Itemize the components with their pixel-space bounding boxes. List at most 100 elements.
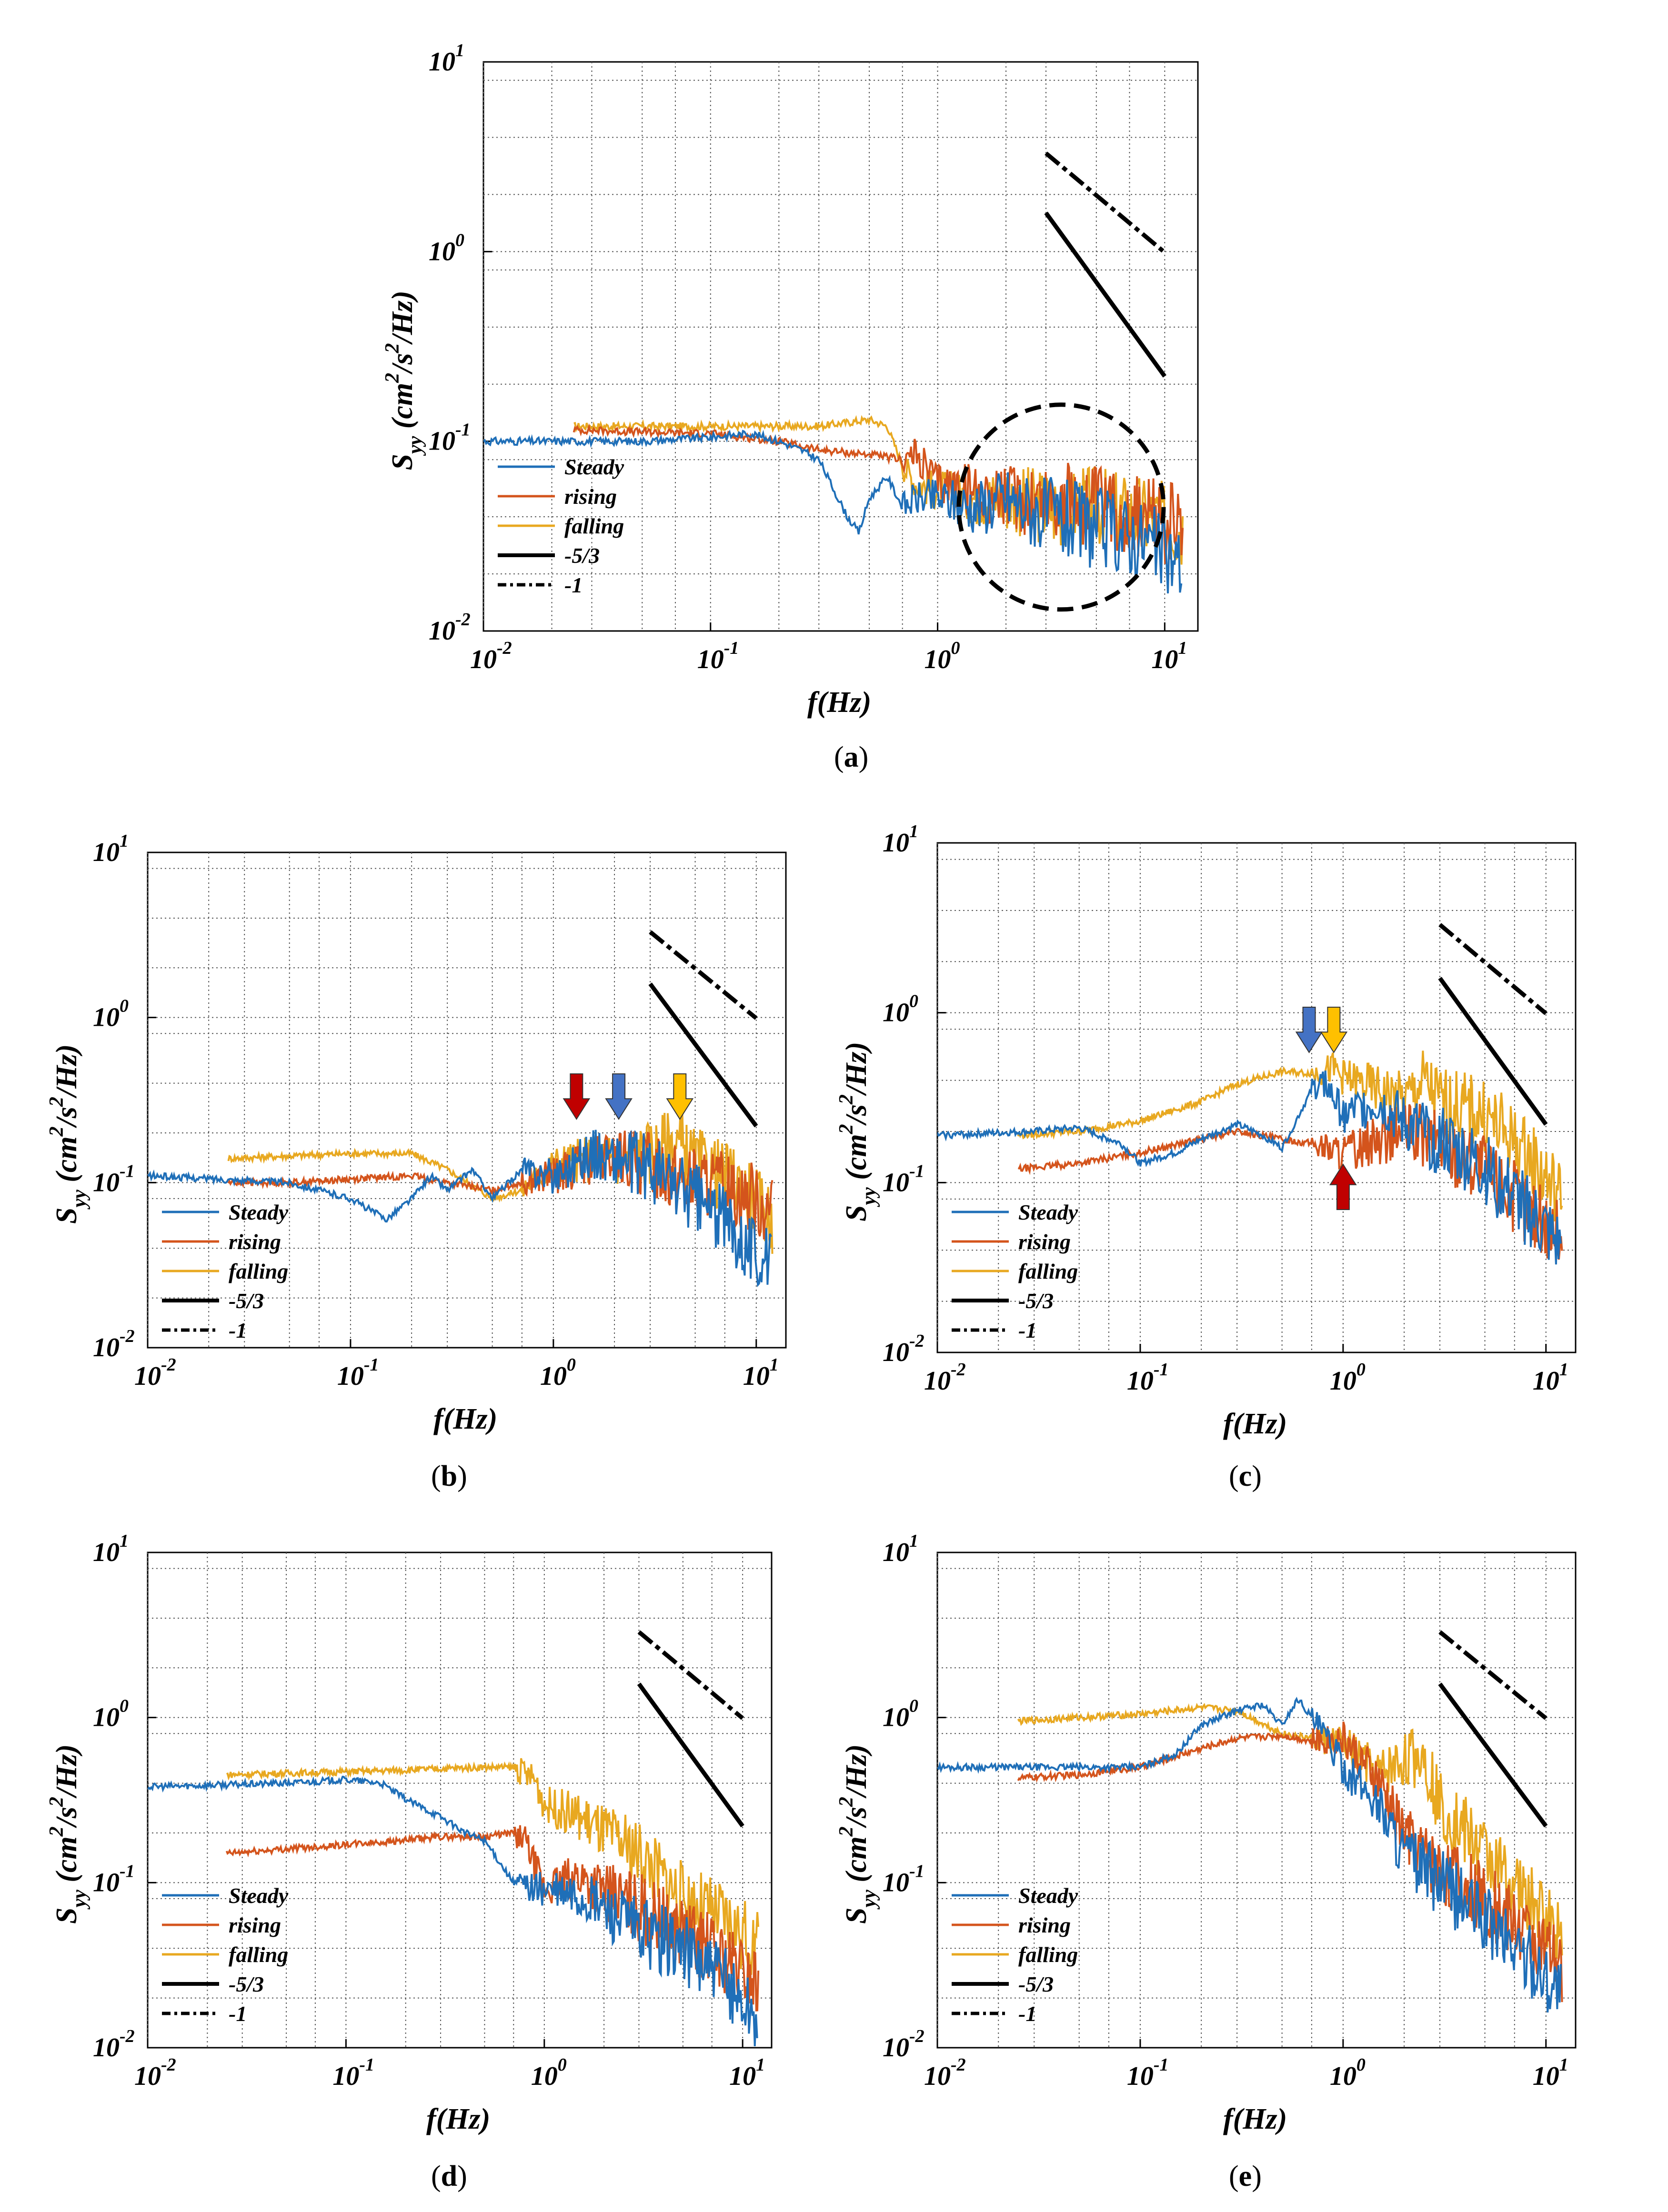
y-axis-label: Syy (cm2/s2/Hz) <box>382 290 426 470</box>
panel-c: 10-210-2 10-1 10-1 100 100 101 101 f(Hz) Syy (cm… <box>835 821 1577 1492</box>
plot-frame <box>482 61 1199 632</box>
series-line-falling <box>226 1758 760 1975</box>
panel-b: 10-210-2 10-1 10-1 100 100 101 101 f(Hz) Syy (cm… <box>46 831 787 1492</box>
plot-area <box>148 1630 760 2046</box>
panel-e: 10-210-2 10-1 10-1 100 100 101 101 f(Hz) Syy (cm… <box>835 1531 1577 2192</box>
down-arrow-red <box>563 1073 591 1120</box>
x-tick-label: 10-1 <box>332 2055 374 2091</box>
legend-entry-2: rising <box>1018 1913 1071 1937</box>
y-axis-label: Syy (cm2/s2/Hz) <box>46 1744 90 1924</box>
legend-entry-4: -5/3 <box>229 1289 264 1313</box>
y-tick-label: 101 <box>429 40 464 77</box>
x-tick-label: 10-1 <box>697 638 739 674</box>
x-tick-label: 100 <box>924 638 960 674</box>
legend: Steady rising falling -5/3 -1 <box>162 1883 289 2026</box>
legend-entry-5: -1 <box>1018 2002 1036 2026</box>
x-tick-label: 101 <box>729 2055 765 2091</box>
down-arrow-blue <box>1295 1007 1323 1053</box>
x-tick-label: 10-2 <box>924 1360 966 1396</box>
y-tick-label: 10-2 <box>93 2026 135 2062</box>
x-tick-label: 100 <box>1330 1360 1366 1396</box>
ref-line-slope-1 <box>1438 1630 1547 1720</box>
legend-entry-3: falling <box>1018 1259 1078 1283</box>
up-arrow-red <box>1329 1163 1357 1210</box>
x-tick-label: 100 <box>1330 2055 1366 2091</box>
legend-entry-3: falling <box>564 514 624 538</box>
series-line-steady <box>937 1070 1562 1265</box>
y-tick-label: 101 <box>883 821 918 858</box>
legend: Steady rising falling -5/3 -1 <box>952 1200 1078 1342</box>
ref-line-slope-1 <box>637 1630 744 1720</box>
plot-area <box>148 930 774 1288</box>
series-line-steady <box>483 430 1183 594</box>
legend-entry-3: falling <box>1018 1942 1078 1967</box>
x-axis-label: f(Hz) <box>1223 1408 1287 1440</box>
ref-line-slope-5-3 <box>648 982 758 1128</box>
series-line-steady <box>148 1775 758 2046</box>
legend-entry-4: -5/3 <box>229 1972 264 1996</box>
ref-line-slope-1 <box>1045 151 1166 254</box>
y-tick-label: 100 <box>883 991 918 1028</box>
y-tick-label: 10-1 <box>93 1161 135 1197</box>
ref-line-slope-1 <box>1438 923 1547 1015</box>
y-tick-label: 101 <box>883 1531 918 1567</box>
series-line-rising <box>1018 1103 1563 1260</box>
x-tick-label: 10-2 <box>134 1355 176 1391</box>
legend-entry-5: -1 <box>229 2002 247 2026</box>
y-tick-label: 10-1 <box>883 1861 924 1897</box>
y-tick-label: 100 <box>429 230 464 266</box>
y-tick-label: 10-1 <box>93 1861 135 1897</box>
legend-entry-2: rising <box>229 1913 281 1937</box>
plot-frame <box>936 1551 1577 2049</box>
series-line-steady <box>148 1130 772 1288</box>
series-line-falling <box>1017 1702 1563 1960</box>
y-axis-label: Syy (cm2/s2/Hz) <box>835 1744 880 1924</box>
x-tick-label: 10-2 <box>134 2055 176 2091</box>
legend-entry-3: falling <box>229 1259 288 1283</box>
y-tick-label: 100 <box>883 1696 918 1732</box>
x-tick-label: 10-2 <box>924 2055 966 2091</box>
y-tick-label: 100 <box>93 1696 129 1732</box>
panel-caption: (b) <box>431 1460 467 1492</box>
panel-caption: (c) <box>1229 1460 1262 1492</box>
x-tick-label: 10-1 <box>1127 1360 1169 1396</box>
x-tick-label: 100 <box>531 2055 567 2091</box>
y-tick-label: 10-2 <box>429 610 471 646</box>
y-tick-label: 10-2 <box>883 1331 924 1367</box>
plot-area <box>937 923 1563 1265</box>
x-tick-label: 10-2 <box>470 638 512 674</box>
panel-d: 10-210-2 10-1 10-1 100 100 101 101 f(Hz) Syy (cm… <box>46 1531 773 2192</box>
plot-area <box>937 1630 1563 2013</box>
y-axis-label: Syy (cm2/s2/Hz) <box>835 1042 880 1221</box>
grid <box>937 843 1576 1352</box>
legend-entry-5: -1 <box>1018 1318 1036 1342</box>
x-tick-label: 10-1 <box>1127 2055 1169 2091</box>
series-line-falling <box>227 1112 774 1254</box>
y-tick-label: 101 <box>93 831 129 867</box>
legend-entry-1: Steady <box>229 1883 289 1908</box>
x-axis-label: f(Hz) <box>1223 2103 1287 2135</box>
y-axis-label: Syy (cm2/s2/Hz) <box>46 1044 90 1224</box>
series-line-steady <box>937 1696 1562 2013</box>
legend-entry-1: Steady <box>1018 1200 1078 1224</box>
x-tick-label: 101 <box>1533 2055 1568 2091</box>
x-tick-label: 101 <box>1533 1360 1568 1396</box>
legend-entry-2: rising <box>229 1230 281 1254</box>
dashed-circle-annotation <box>956 402 1166 612</box>
legend: Steady rising falling -5/3 -1 <box>498 455 624 597</box>
legend-entry-5: -1 <box>229 1318 247 1342</box>
x-axis-label: f(Hz) <box>807 686 871 719</box>
panel-caption: (a) <box>834 741 868 773</box>
x-axis-label: f(Hz) <box>433 1403 497 1435</box>
plot-area <box>483 151 1184 594</box>
y-tick-label: 10-2 <box>883 2026 924 2062</box>
x-axis-label: f(Hz) <box>426 2103 490 2135</box>
legend: Steady rising falling -5/3 -1 <box>162 1200 289 1342</box>
legend-entry-1: Steady <box>1018 1883 1078 1908</box>
plot-frame <box>147 851 787 1349</box>
legend-entry-2: rising <box>1018 1230 1071 1254</box>
legend-entry-4: -5/3 <box>1018 1972 1054 1996</box>
legend-entry-2: rising <box>564 484 617 509</box>
y-tick-label: 10-2 <box>93 1326 135 1362</box>
grid <box>483 62 1198 631</box>
